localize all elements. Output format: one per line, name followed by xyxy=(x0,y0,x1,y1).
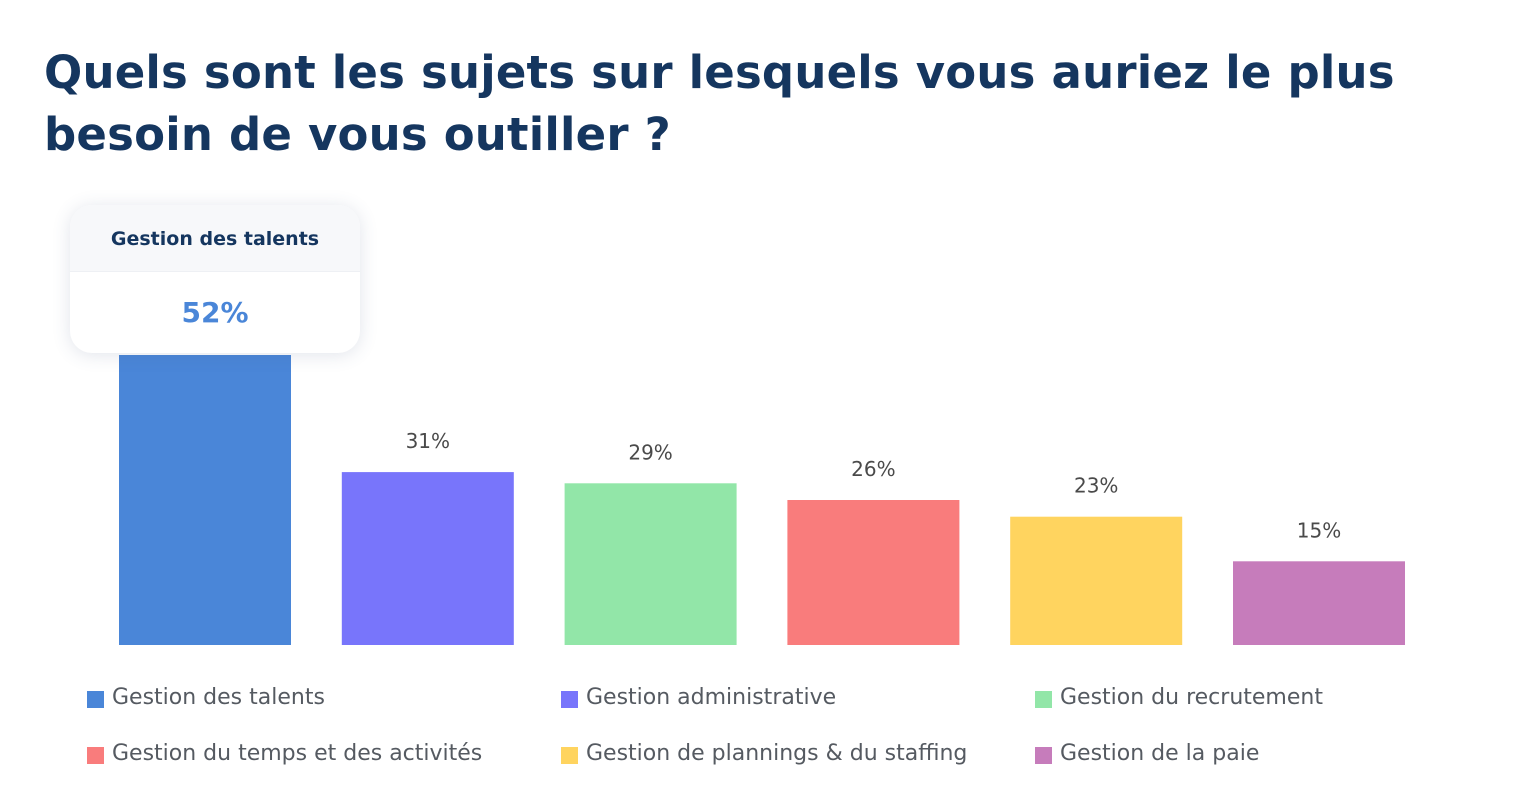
legend-label: Gestion du recrutement xyxy=(1060,684,1323,710)
legend-swatch xyxy=(561,690,578,708)
bar-value-label-6: 15% xyxy=(1297,518,1341,542)
legend-label: Gestion de la paie xyxy=(1060,740,1260,766)
bar-value-label-3: 29% xyxy=(628,440,672,464)
legend-item-2[interactable]: Gestion administrative xyxy=(561,680,1035,714)
legend-swatch xyxy=(1035,746,1052,764)
bar-2[interactable] xyxy=(341,472,514,645)
legend-label: Gestion de plannings & du staffing xyxy=(586,740,968,766)
tooltip-value: 52% xyxy=(181,295,249,329)
legend-item-5[interactable]: Gestion de plannings & du staffing xyxy=(561,736,1035,770)
bar-6[interactable] xyxy=(1233,561,1405,645)
legend-swatch xyxy=(87,746,104,764)
legend-item-6[interactable]: Gestion de la paie xyxy=(1035,736,1507,770)
legend-item-3[interactable]: Gestion du recrutement xyxy=(1035,680,1507,714)
tooltip-category: Gestion des talents xyxy=(70,205,360,272)
bar-1[interactable] xyxy=(119,355,291,645)
legend-label: Gestion du temps et des activités xyxy=(112,740,483,766)
legend-label: Gestion des talents xyxy=(112,684,325,710)
bar-5[interactable] xyxy=(1010,516,1183,645)
bar-value-label-2: 31% xyxy=(406,429,450,453)
bar-tooltip: Gestion des talents 52% xyxy=(70,205,360,353)
bar-3[interactable] xyxy=(564,483,737,645)
bar-value-label-5: 23% xyxy=(1074,474,1118,498)
bar-4[interactable] xyxy=(787,500,960,645)
legend-item-4[interactable]: Gestion du temps et des activités xyxy=(87,736,561,770)
legend-label: Gestion administrative xyxy=(586,684,837,710)
legend-item-1[interactable]: Gestion des talents xyxy=(87,680,561,714)
chart-title: Quels sont les sujets sur lesquels vous … xyxy=(44,46,1395,161)
bar-value-label-4: 26% xyxy=(851,457,895,481)
legend-swatch xyxy=(87,690,104,708)
legend-swatch xyxy=(1035,690,1052,708)
legend-swatch xyxy=(561,746,578,764)
chart-legend: Gestion des talents Gestion administrativ… xyxy=(87,680,1507,770)
